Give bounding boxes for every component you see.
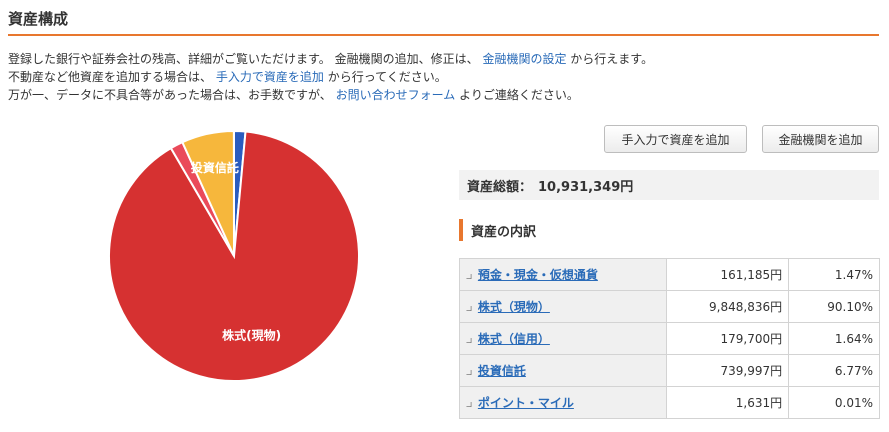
pie-slice[interactable] bbox=[108, 130, 360, 382]
chevron-down-icon[interactable]: ⯾ bbox=[466, 400, 472, 410]
chevron-down-icon[interactable]: ⯾ bbox=[466, 304, 472, 314]
category-cell: ⯾ 預金・現金・仮想通貨 bbox=[458, 258, 668, 291]
table-row: ⯾ 投資信託 739,997円 6.77% bbox=[458, 354, 880, 387]
manual-add-asset-button[interactable]: 手入力で資産を追加 bbox=[604, 125, 747, 153]
chevron-down-icon[interactable]: ⯾ bbox=[466, 272, 472, 282]
category-link-deposits[interactable]: 預金・現金・仮想通貨 bbox=[477, 268, 598, 282]
description-text: から行ってください。 bbox=[327, 70, 447, 84]
description-text: 登録した銀行や証券会社の残高、詳細がご覧いただけます。 金融機関の追加、修正は、 bbox=[8, 52, 479, 66]
category-link-stocks-spot[interactable]: 株式（現物） bbox=[477, 300, 550, 314]
amount-cell: 1,631円 bbox=[666, 386, 790, 419]
page-title: 資産構成 bbox=[8, 10, 69, 28]
percent-cell: 0.01% bbox=[788, 386, 880, 419]
description-text: よりご連絡ください。 bbox=[459, 88, 579, 102]
description-line-1: 登録した銀行や証券会社の残高、詳細がご覧いただけます。 金融機関の追加、修正は、… bbox=[8, 50, 653, 68]
pie-slice-label: 投資信託 bbox=[191, 160, 239, 175]
amount-cell: 9,848,836円 bbox=[666, 290, 790, 323]
total-assets: 資産総額： 10,931,349円 bbox=[459, 170, 879, 200]
breakdown-table: ⯾ 預金・現金・仮想通貨 161,185円 1.47% ⯾ 株式（現物） 9,848… bbox=[458, 258, 880, 419]
description-line-3: 万が一、データに不具合等があった場合は、お手数ですが、 お問い合わせフォーム よ… bbox=[8, 86, 579, 104]
category-link-stocks-margin[interactable]: 株式（信用） bbox=[477, 332, 550, 346]
breakdown-heading: 資産の内訳 bbox=[459, 219, 536, 241]
amount-cell: 739,997円 bbox=[666, 354, 790, 387]
category-link-mutual-funds[interactable]: 投資信託 bbox=[477, 364, 526, 378]
percent-cell: 90.10% bbox=[788, 290, 880, 323]
category-cell: ⯾ 株式（現物） bbox=[458, 290, 668, 323]
title-divider bbox=[8, 34, 879, 36]
category-cell: ⯾ ポイント・マイル bbox=[458, 386, 668, 419]
description-text: 万が一、データに不具合等があった場合は、お手数ですが、 bbox=[8, 88, 332, 102]
description-text: 不動産など他資産を追加する場合は、 bbox=[8, 70, 213, 84]
amount-cell: 161,185円 bbox=[666, 258, 790, 291]
category-cell: ⯾ 株式（信用） bbox=[458, 322, 668, 355]
add-institution-button[interactable]: 金融機関を追加 bbox=[762, 125, 879, 153]
percent-cell: 1.47% bbox=[788, 258, 880, 291]
percent-cell: 6.77% bbox=[788, 354, 880, 387]
description-line-2: 不動産など他資産を追加する場合は、 手入力で資産を追加 から行ってください。 bbox=[8, 68, 447, 86]
chevron-down-icon[interactable]: ⯾ bbox=[466, 368, 472, 378]
table-row: ⯾ 株式（現物） 9,848,836円 90.10% bbox=[458, 290, 880, 323]
total-assets-value: 10,931,349円 bbox=[538, 179, 634, 195]
table-row: ⯾ 預金・現金・仮想通貨 161,185円 1.47% bbox=[458, 258, 880, 291]
amount-cell: 179,700円 bbox=[666, 322, 790, 355]
total-assets-label: 資産総額： bbox=[467, 179, 533, 195]
category-cell: ⯾ 投資信託 bbox=[458, 354, 668, 387]
table-row: ⯾ ポイント・マイル 1,631円 0.01% bbox=[458, 386, 880, 419]
asset-pie-chart: 株式(現物) 投資信託 bbox=[108, 129, 360, 382]
category-link-points[interactable]: ポイント・マイル bbox=[477, 396, 574, 410]
table-row: ⯾ 株式（信用） 179,700円 1.64% bbox=[458, 322, 880, 355]
percent-cell: 1.64% bbox=[788, 322, 880, 355]
manual-add-link[interactable]: 手入力で資産を追加 bbox=[215, 70, 324, 84]
institution-settings-link[interactable]: 金融機関の設定 bbox=[482, 52, 567, 66]
description-text: から行えます。 bbox=[570, 52, 654, 66]
contact-form-link[interactable]: お問い合わせフォーム bbox=[335, 88, 456, 102]
chevron-down-icon[interactable]: ⯾ bbox=[466, 336, 472, 346]
pie-slice-label: 株式(現物) bbox=[222, 327, 281, 342]
